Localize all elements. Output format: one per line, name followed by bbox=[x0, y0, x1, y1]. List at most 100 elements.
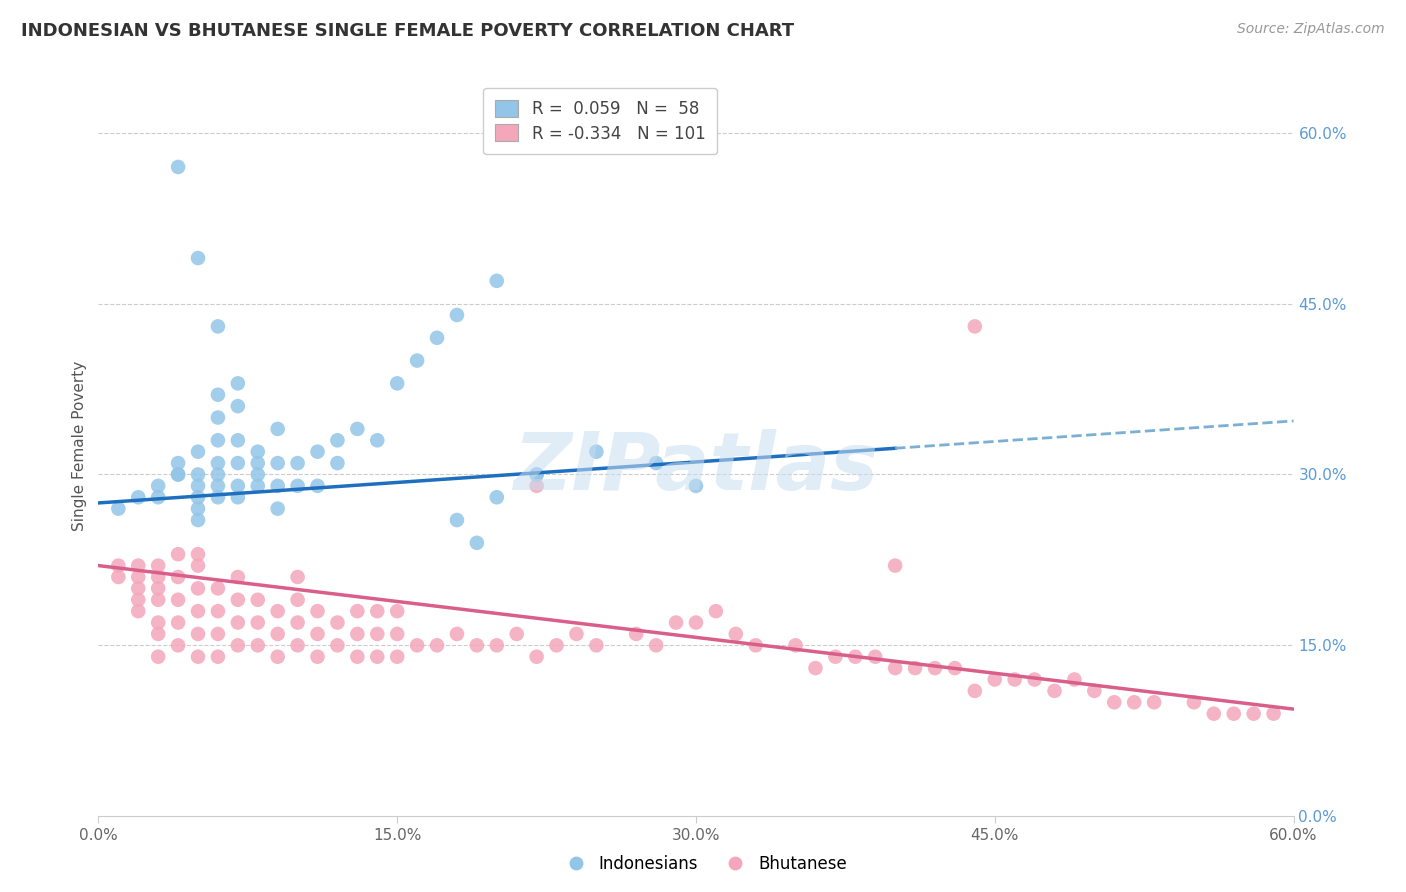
Point bbox=[226, 479, 249, 493]
Point bbox=[346, 604, 368, 618]
Point bbox=[426, 331, 449, 345]
Point bbox=[385, 627, 409, 641]
Point bbox=[485, 490, 508, 504]
Point bbox=[187, 604, 209, 618]
Point bbox=[207, 467, 229, 482]
Point bbox=[1104, 695, 1126, 709]
Point bbox=[267, 479, 290, 493]
Point bbox=[526, 479, 548, 493]
Point bbox=[167, 547, 190, 561]
Point bbox=[287, 615, 309, 630]
Point bbox=[884, 558, 907, 573]
Point bbox=[685, 479, 707, 493]
Point bbox=[943, 661, 966, 675]
Point bbox=[626, 627, 648, 641]
Point bbox=[963, 684, 986, 698]
Point bbox=[1043, 684, 1066, 698]
Point bbox=[148, 570, 170, 584]
Point bbox=[207, 319, 229, 334]
Point bbox=[824, 649, 846, 664]
Point bbox=[287, 592, 309, 607]
Point bbox=[207, 388, 229, 402]
Point bbox=[148, 615, 170, 630]
Point bbox=[187, 467, 209, 482]
Point bbox=[804, 661, 827, 675]
Point bbox=[485, 638, 508, 652]
Point bbox=[346, 422, 368, 436]
Y-axis label: Single Female Poverty: Single Female Poverty bbox=[72, 361, 87, 531]
Point bbox=[148, 592, 170, 607]
Point bbox=[307, 627, 329, 641]
Point bbox=[307, 604, 329, 618]
Point bbox=[246, 638, 269, 652]
Text: ZIPatlas: ZIPatlas bbox=[513, 429, 879, 508]
Point bbox=[465, 536, 488, 550]
Point bbox=[446, 308, 468, 322]
Point bbox=[226, 456, 249, 470]
Point bbox=[267, 456, 290, 470]
Point bbox=[267, 422, 290, 436]
Text: Source: ZipAtlas.com: Source: ZipAtlas.com bbox=[1237, 22, 1385, 37]
Point bbox=[267, 649, 290, 664]
Point bbox=[127, 604, 149, 618]
Point bbox=[326, 638, 349, 652]
Point bbox=[207, 410, 229, 425]
Point bbox=[884, 661, 907, 675]
Point bbox=[187, 558, 209, 573]
Point bbox=[167, 592, 190, 607]
Point bbox=[226, 638, 249, 652]
Point bbox=[187, 582, 209, 596]
Point bbox=[287, 479, 309, 493]
Point bbox=[1004, 673, 1026, 687]
Point bbox=[246, 444, 269, 458]
Point bbox=[167, 160, 190, 174]
Point bbox=[127, 558, 149, 573]
Point bbox=[526, 467, 548, 482]
Point bbox=[385, 604, 409, 618]
Point bbox=[207, 649, 229, 664]
Point bbox=[246, 479, 269, 493]
Point bbox=[167, 467, 190, 482]
Point bbox=[226, 399, 249, 413]
Point bbox=[1083, 684, 1105, 698]
Point bbox=[148, 582, 170, 596]
Point bbox=[187, 251, 209, 265]
Legend: Indonesians, Bhutanese: Indonesians, Bhutanese bbox=[553, 848, 853, 880]
Point bbox=[127, 582, 149, 596]
Point bbox=[963, 319, 986, 334]
Point bbox=[704, 604, 727, 618]
Point bbox=[107, 570, 129, 584]
Point bbox=[167, 615, 190, 630]
Point bbox=[585, 444, 607, 458]
Point bbox=[745, 638, 768, 652]
Point bbox=[148, 627, 170, 641]
Point bbox=[326, 456, 349, 470]
Point bbox=[366, 434, 388, 448]
Point bbox=[287, 638, 309, 652]
Point bbox=[207, 627, 229, 641]
Point bbox=[904, 661, 927, 675]
Point bbox=[446, 513, 468, 527]
Text: INDONESIAN VS BHUTANESE SINGLE FEMALE POVERTY CORRELATION CHART: INDONESIAN VS BHUTANESE SINGLE FEMALE PO… bbox=[21, 22, 794, 40]
Point bbox=[107, 558, 129, 573]
Point bbox=[167, 467, 190, 482]
Point bbox=[426, 638, 449, 652]
Point bbox=[565, 627, 588, 641]
Point bbox=[346, 649, 368, 664]
Point bbox=[485, 274, 508, 288]
Point bbox=[207, 434, 229, 448]
Point bbox=[645, 456, 668, 470]
Point bbox=[187, 513, 209, 527]
Point bbox=[246, 592, 269, 607]
Point bbox=[307, 444, 329, 458]
Point bbox=[187, 444, 209, 458]
Point bbox=[585, 638, 607, 652]
Point bbox=[526, 649, 548, 664]
Point bbox=[685, 615, 707, 630]
Point bbox=[446, 627, 468, 641]
Point bbox=[207, 490, 229, 504]
Point bbox=[385, 376, 409, 391]
Point bbox=[724, 627, 747, 641]
Point bbox=[1263, 706, 1285, 721]
Point bbox=[465, 638, 488, 652]
